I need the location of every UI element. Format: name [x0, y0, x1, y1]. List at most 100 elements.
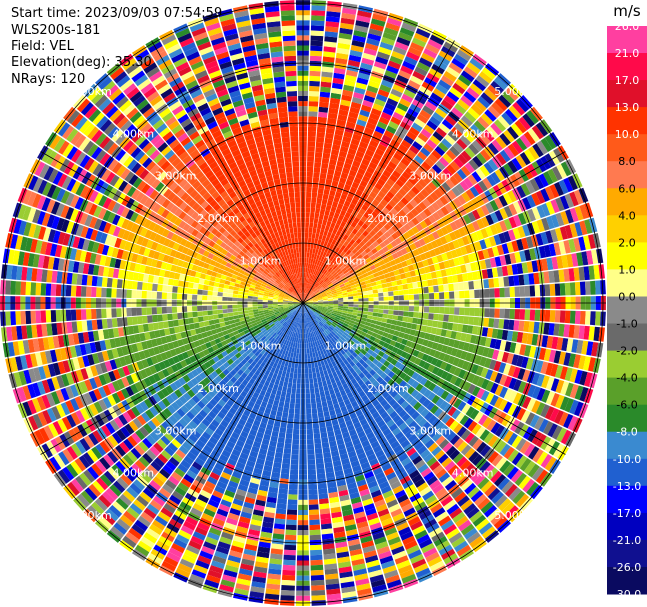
ray-gate: [311, 362, 315, 369]
ray-gate: [310, 574, 325, 581]
ray-gate: [496, 266, 504, 277]
ray-gate: [385, 165, 395, 174]
ray-gate: [366, 315, 373, 320]
ray-gate: [422, 280, 429, 287]
ray-gate: [343, 279, 349, 284]
ray-gate: [306, 171, 313, 178]
ray-gate: [304, 282, 306, 288]
ray-gate: [467, 174, 478, 186]
ray-gate: [425, 43, 440, 55]
ray-gate: [513, 320, 520, 331]
ray-gate: [308, 232, 312, 238]
ray-gate: [555, 197, 565, 212]
ray-gate: [349, 260, 355, 266]
ray-gate: [311, 237, 315, 244]
ray-gate: [487, 247, 495, 258]
ray-gate: [349, 281, 356, 286]
ray-gate: [471, 209, 481, 220]
ray-gate: [423, 286, 429, 294]
ray-gate: [323, 46, 336, 53]
ray-gate: [421, 52, 435, 63]
ray-gate: [430, 191, 439, 202]
ray-gate: [305, 272, 307, 278]
ray-gate: [574, 222, 583, 237]
ray-gate: [463, 214, 472, 225]
ray-gate: [314, 249, 319, 255]
ray-gate: [439, 306, 445, 314]
ray-gate: [438, 156, 450, 168]
ray-gate: [376, 222, 384, 230]
ray-gate: [458, 315, 465, 324]
ray-gate: [285, 534, 297, 541]
ray-gate: [504, 254, 512, 265]
ray-gate: [347, 293, 354, 297]
ray-gate: [494, 98, 508, 112]
ray-gate: [453, 172, 463, 183]
ray-gate: [388, 305, 394, 310]
ray-gate: [309, 383, 314, 389]
ray-gate: [350, 101, 362, 110]
ray-gate: [303, 293, 306, 299]
ray-gate: [559, 226, 568, 240]
ray-gate: [510, 123, 523, 137]
ray-gate: [394, 237, 402, 245]
ray-gate: [303, 282, 305, 288]
ray-gate: [534, 175, 545, 190]
ray-gate: [451, 126, 463, 138]
ray-gate: [393, 46, 407, 56]
ray-gate: [438, 171, 449, 182]
ray-gate: [332, 294, 338, 298]
ray-gate: [370, 157, 380, 166]
ray-gate: [386, 125, 397, 135]
ray-gate: [322, 380, 328, 387]
ray-gate: [477, 96, 491, 109]
ray-gate: [559, 195, 570, 210]
ray-gate: [304, 277, 307, 283]
ray-gate: [369, 237, 376, 244]
ray-gate: [411, 172, 421, 182]
ray-gate: [465, 189, 475, 200]
ray-gate: [386, 65, 399, 75]
ray-gate: [378, 292, 384, 297]
ray-gate: [291, 454, 299, 460]
ray-gate: [456, 168, 467, 180]
ray-gate: [398, 305, 404, 311]
ray-gate: [408, 46, 422, 57]
ray-gate: [278, 432, 286, 439]
ray-gate: [306, 278, 309, 284]
ray-gate: [323, 188, 330, 195]
ray-gate: [384, 272, 391, 279]
ray-gate: [384, 27, 399, 37]
ray-gate: [398, 188, 407, 197]
ray-gate: [583, 235, 591, 250]
ray-gate: [339, 272, 345, 278]
ray-gate: [463, 66, 478, 79]
ray-gate: [308, 121, 317, 127]
ray-gate: [459, 290, 465, 299]
ray-gate: [348, 54, 362, 63]
ray-gate: [595, 280, 601, 295]
ray-gate: [345, 69, 358, 77]
ray-gate: [423, 208, 432, 217]
ray-gate: [312, 287, 317, 292]
ray-gate: [312, 187, 318, 193]
ray-gate: [373, 207, 382, 215]
ray-gate: [414, 168, 425, 179]
ray-gate: [433, 292, 440, 300]
ray-gate: [455, 247, 463, 257]
ray-gate: [336, 47, 350, 55]
ray-gate: [326, 272, 331, 278]
ray-gate: [334, 285, 341, 290]
ray-gate: [352, 35, 366, 43]
ray-gate: [308, 101, 319, 107]
ray-gate: [418, 165, 428, 175]
ray-gate: [277, 493, 288, 500]
ray-gate: [498, 232, 507, 244]
ray-gate: [334, 170, 342, 177]
ray-gate: [288, 408, 295, 414]
ray-gate: [523, 131, 536, 146]
ray-gate: [323, 147, 332, 154]
ray-gate: [411, 122, 423, 133]
ray-gate: [424, 101, 437, 112]
ray-gate: [332, 264, 338, 270]
